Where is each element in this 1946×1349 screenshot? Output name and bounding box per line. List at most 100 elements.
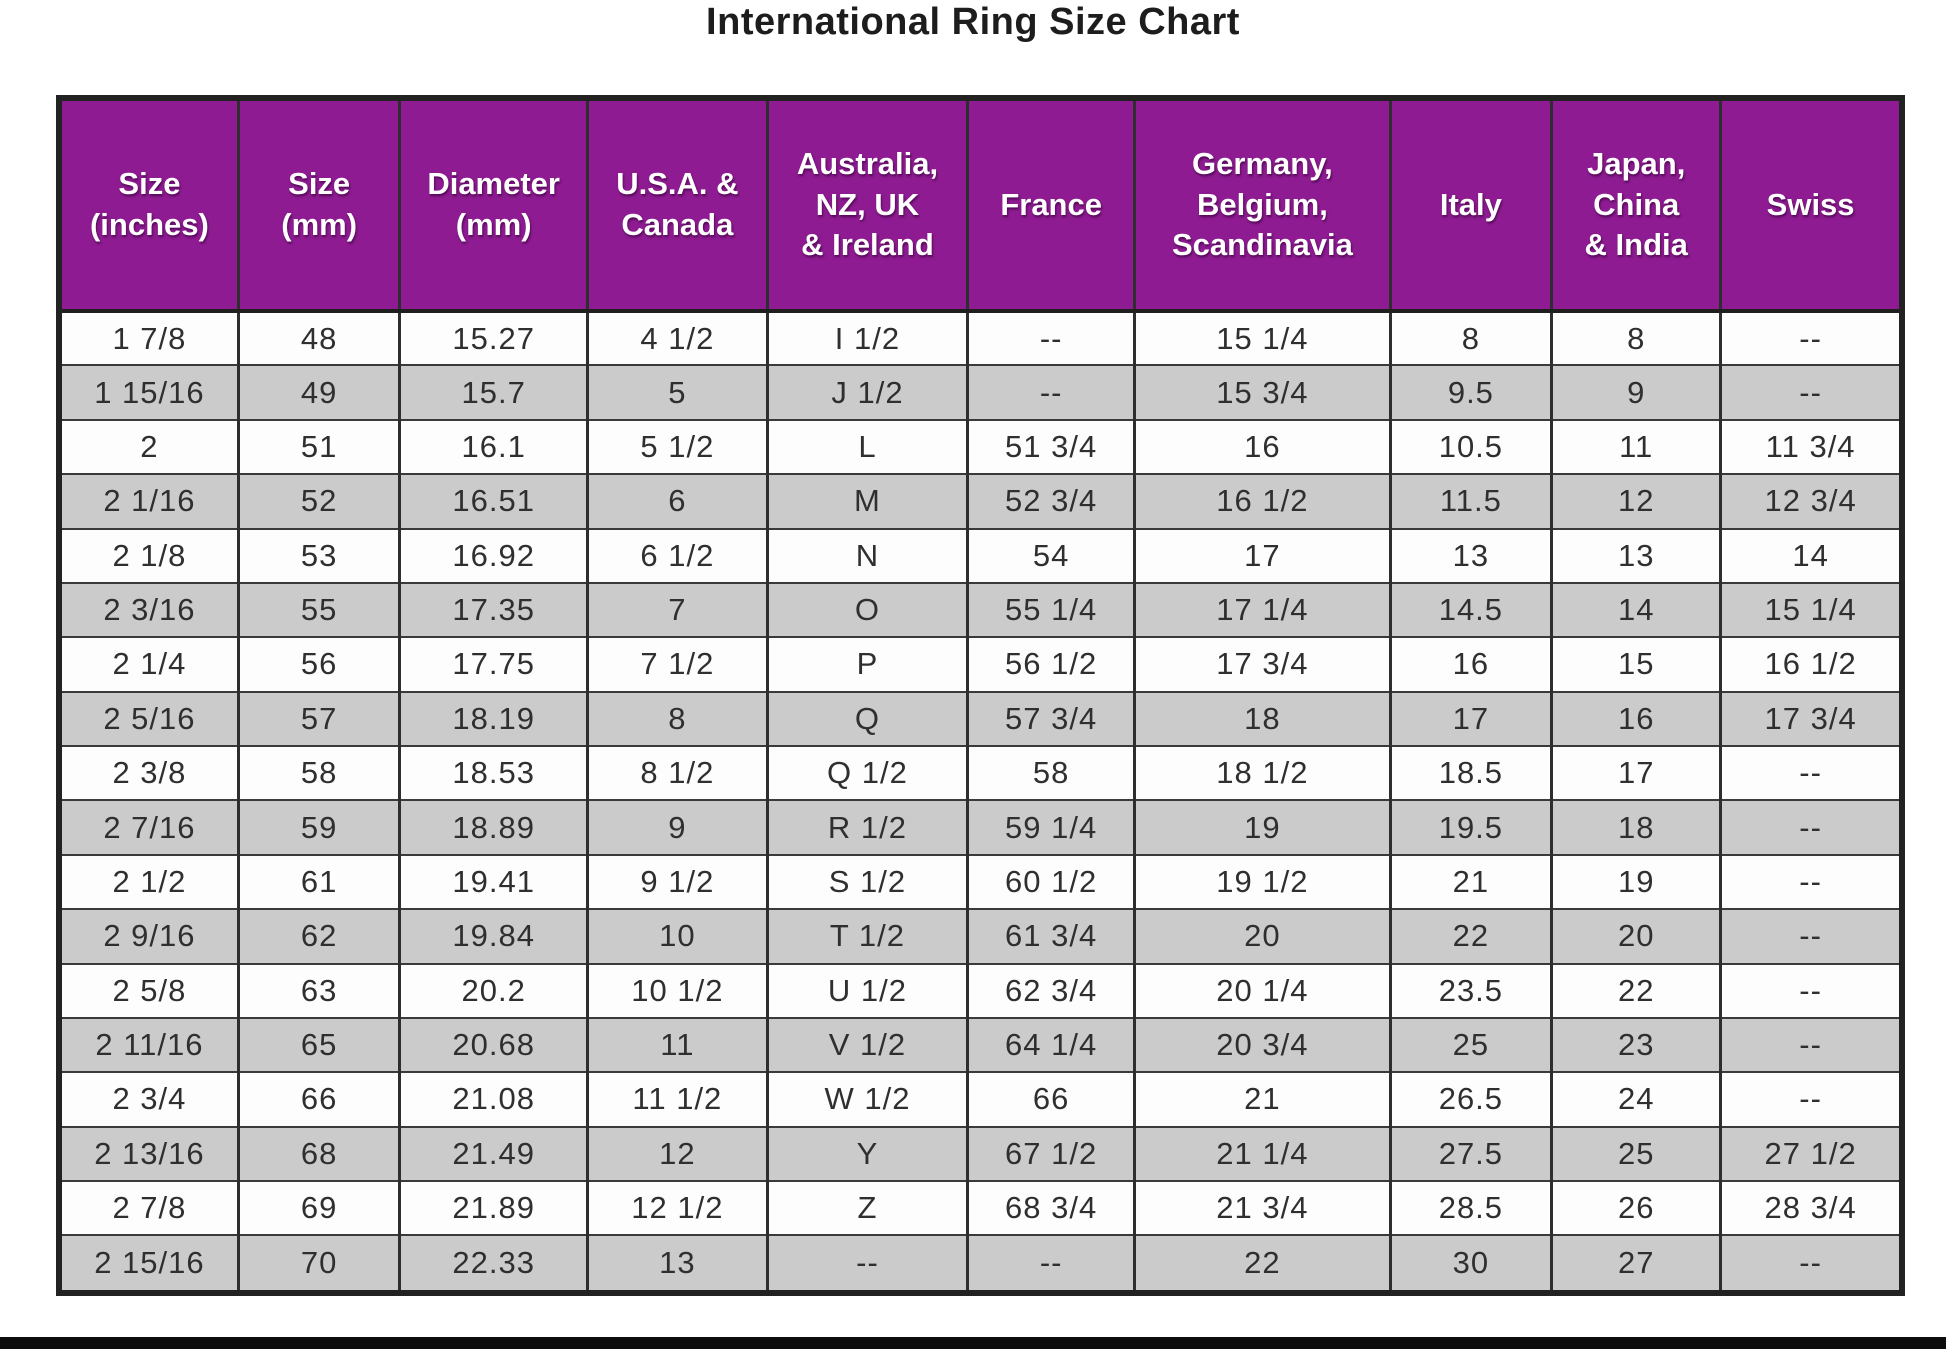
table-cell: 52 3/4 — [966, 473, 1135, 529]
table-cell: 8 — [1550, 311, 1721, 366]
table-cell: 13 — [585, 1234, 768, 1290]
table-cell: 62 3/4 — [966, 962, 1135, 1018]
table-cell: 59 — [236, 799, 400, 855]
table-cell: U 1/2 — [765, 962, 968, 1018]
table-cell: 16 — [1550, 690, 1721, 746]
table-cell: 10.5 — [1388, 418, 1552, 475]
table-cell: 15 3/4 — [1133, 364, 1391, 420]
table-cell: Q — [765, 690, 968, 746]
table-cell: 16 — [1133, 418, 1391, 475]
header-cell-japan-china-india: Japan, China & India — [1550, 101, 1721, 313]
table-cell: Q 1/2 — [765, 744, 968, 801]
table-cell: 16.1 — [398, 418, 588, 475]
table-cell: 21.89 — [398, 1179, 588, 1236]
table-cell: 2 1/2 — [62, 853, 239, 910]
table-cell: N — [765, 527, 968, 583]
table-cell: 9.5 — [1388, 364, 1552, 420]
table-row: 2 9/16 62 19.84 10 T 1/2 61 3/4 20 22 20 -- — [62, 908, 1899, 964]
table-cell: O — [765, 581, 968, 638]
table-cell: 58 — [966, 744, 1135, 801]
table-cell: 1 15/16 — [62, 364, 239, 420]
table-cell: 66 — [236, 1071, 400, 1127]
table-cell: 5 1/2 — [585, 418, 768, 475]
table-cell: 12 — [585, 1125, 768, 1181]
table-cell: 2 1/4 — [62, 636, 239, 692]
table-cell: 28.5 — [1388, 1179, 1552, 1236]
table-cell: 16 1/2 — [1719, 636, 1899, 692]
table-cell: 16.92 — [398, 527, 588, 583]
table-cell: 7 — [585, 581, 768, 638]
table-row: 2 11/16 65 20.68 11 V 1/2 64 1/4 20 3/4 25 23 -- — [62, 1016, 1899, 1073]
table-cell: 9 — [1550, 364, 1721, 420]
table-cell: -- — [1719, 1234, 1899, 1290]
table-cell: 17.35 — [398, 581, 588, 638]
table-cell: 67 1/2 — [966, 1125, 1135, 1181]
table-cell: 2 3/4 — [62, 1071, 239, 1127]
table-cell: 2 11/16 — [62, 1016, 239, 1073]
table-cell: 16 — [1388, 636, 1552, 692]
table-cell: 2 3/16 — [62, 581, 239, 638]
table-cell: 27 1/2 — [1719, 1125, 1899, 1181]
table-cell: 21 1/4 — [1133, 1125, 1391, 1181]
table-cell: 15 — [1550, 636, 1721, 692]
table-cell: P — [765, 636, 968, 692]
table-cell: 68 — [236, 1125, 400, 1181]
table-cell: 21 — [1133, 1071, 1391, 1127]
table-cell: I 1/2 — [765, 311, 968, 366]
header-cell-france: France — [966, 101, 1135, 313]
table-cell: 14 — [1550, 581, 1721, 638]
table-cell: -- — [1719, 1071, 1899, 1127]
table-cell: 51 — [236, 418, 400, 475]
table-cell: 20 1/4 — [1133, 962, 1391, 1018]
table-cell: Z — [765, 1179, 968, 1236]
table-cell: 10 — [585, 908, 768, 964]
bottom-border-bar — [0, 1337, 1946, 1349]
table-cell: 57 — [236, 690, 400, 746]
table-cell: 68 3/4 — [966, 1179, 1135, 1236]
table-cell: 17 3/4 — [1133, 636, 1391, 692]
table-cell: 17 — [1388, 690, 1552, 746]
table-row: 2 1/8 53 16.92 6 1/2 N 54 17 13 13 14 — [62, 527, 1899, 583]
table-cell: 53 — [236, 527, 400, 583]
table-cell: Y — [765, 1125, 968, 1181]
table-cell: 17 — [1133, 527, 1391, 583]
table-cell: 12 — [1550, 473, 1721, 529]
header-cell-italy: Italy — [1388, 101, 1552, 313]
table-cell: 65 — [236, 1016, 400, 1073]
table-cell: -- — [1719, 311, 1899, 366]
table-row: 2 3/16 55 17.35 7 O 55 1/4 17 1/4 14.5 14 15 1/4 — [62, 581, 1899, 638]
table-cell: -- — [1719, 908, 1899, 964]
table-cell: 18 1/2 — [1133, 744, 1391, 801]
table-cell: 22.33 — [398, 1234, 588, 1290]
table-cell: 18.89 — [398, 799, 588, 855]
table-cell: 2 5/8 — [62, 962, 239, 1018]
table-cell: 13 — [1550, 527, 1721, 583]
table-row: 2 3/8 58 18.53 8 1/2 Q 1/2 58 18 1/2 18.5 17 -- — [62, 744, 1899, 801]
table-cell: 2 3/8 — [62, 744, 239, 801]
table-cell: 61 — [236, 853, 400, 910]
ring-size-table-container: Size (inches) Size (mm) Diameter (mm) U.S.A. &… — [56, 95, 1905, 1296]
table-cell: 2 — [62, 418, 239, 475]
table-cell: -- — [1719, 853, 1899, 910]
table-cell: 22 — [1388, 908, 1552, 964]
table-cell: 14.5 — [1388, 581, 1552, 638]
table-cell: 7 1/2 — [585, 636, 768, 692]
table-cell: L — [765, 418, 968, 475]
table-cell: 25 — [1550, 1125, 1721, 1181]
table-cell: -- — [966, 364, 1135, 420]
table-cell: -- — [1719, 962, 1899, 1018]
table-cell: 60 1/2 — [966, 853, 1135, 910]
table-cell: 10 1/2 — [585, 962, 768, 1018]
header-cell-australia-nz-uk-ireland: Australia, NZ, UK & Ireland — [765, 101, 968, 313]
table-cell: -- — [765, 1234, 968, 1290]
table-cell: M — [765, 473, 968, 529]
table-cell: 48 — [236, 311, 400, 366]
table-cell: 70 — [236, 1234, 400, 1290]
table-cell: 6 1/2 — [585, 527, 768, 583]
table-cell: 26.5 — [1388, 1071, 1552, 1127]
table-cell: 15.7 — [398, 364, 588, 420]
table-cell: 24 — [1550, 1071, 1721, 1127]
table-row: 2 3/4 66 21.08 11 1/2 W 1/2 66 21 26.5 24 -- — [62, 1071, 1899, 1127]
table-cell: 56 1/2 — [966, 636, 1135, 692]
table-cell: 2 15/16 — [62, 1234, 239, 1290]
